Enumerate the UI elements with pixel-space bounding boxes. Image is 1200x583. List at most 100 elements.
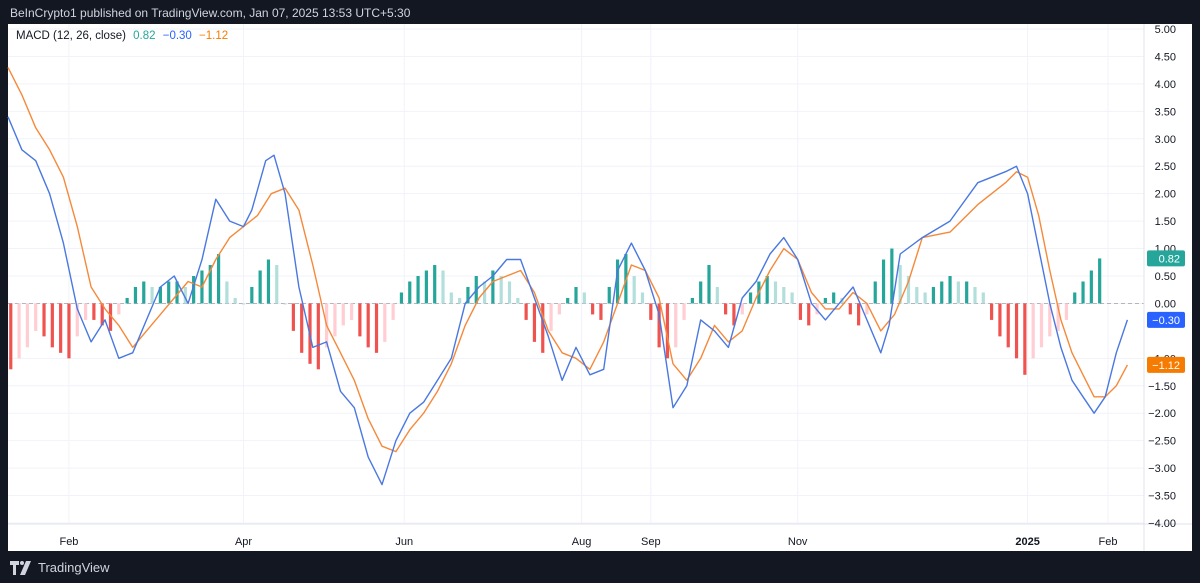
histogram-bar — [433, 265, 437, 304]
histogram-bar — [150, 286, 154, 304]
histogram-bar — [682, 303, 686, 320]
macd-value-badge: −0.30 — [1152, 315, 1180, 327]
histogram-bar — [940, 281, 944, 304]
histogram-bar — [956, 281, 960, 304]
histogram-bar — [17, 303, 21, 359]
histogram-bar — [1081, 281, 1085, 304]
histogram-bar — [549, 303, 553, 331]
histogram-bar — [9, 303, 13, 370]
histogram-bar — [790, 292, 794, 304]
histogram-bar — [333, 303, 337, 337]
histogram-bar — [225, 281, 229, 304]
histogram-bar — [42, 303, 46, 337]
histogram-bar — [715, 286, 719, 304]
histogram-bar — [1048, 303, 1052, 337]
histogram-bar — [424, 270, 428, 304]
brand-name: TradingView — [38, 560, 110, 575]
histogram-bar — [391, 303, 395, 320]
histogram-bar — [740, 303, 744, 315]
histogram-bar — [283, 303, 287, 305]
histogram-bar — [266, 259, 271, 304]
histogram-bar — [848, 303, 852, 315]
histogram-bar — [557, 303, 561, 315]
histogram-bar — [158, 286, 162, 304]
histogram-bar — [59, 303, 63, 353]
histogram-bar — [449, 292, 453, 304]
histogram-bar — [931, 286, 936, 304]
histogram-bar — [915, 286, 919, 304]
histogram-bar — [408, 281, 412, 304]
histogram-bar — [990, 303, 994, 320]
y-tick-label: −4.00 — [1148, 518, 1176, 530]
x-tick-label: Aug — [572, 536, 592, 548]
histogram-bar — [291, 303, 295, 331]
histogram-bar — [1073, 292, 1077, 304]
histogram-bar — [823, 297, 827, 304]
histogram-bar — [607, 286, 611, 304]
histogram-bar — [216, 254, 221, 304]
x-tick-label: Feb — [1098, 536, 1117, 548]
histogram-bar — [857, 303, 861, 326]
histogram-bar — [241, 303, 246, 305]
histogram-bar — [183, 286, 187, 304]
histogram-bar — [574, 286, 578, 304]
y-tick-label: 1.50 — [1155, 216, 1176, 228]
histogram-bar — [125, 297, 129, 304]
histogram-bar — [699, 281, 703, 304]
tradingview-logo-icon — [10, 560, 31, 575]
y-tick-label: −1.50 — [1148, 381, 1176, 393]
histogram-bar — [366, 303, 370, 348]
header-bar: BeInCrypto1 published on TradingView.com… — [0, 0, 1200, 24]
y-tick-label: 4.50 — [1155, 51, 1176, 63]
histogram-bar — [208, 265, 212, 304]
tradingview-logo[interactable]: TradingView — [10, 560, 110, 575]
histogram-bar — [807, 303, 811, 326]
histogram-bar — [175, 281, 179, 304]
signal-value-badge-bg — [1147, 356, 1185, 373]
histogram-bar — [732, 303, 736, 326]
y-tick-label: −3.50 — [1148, 491, 1176, 503]
histogram-bar — [865, 303, 869, 315]
histogram-bar — [341, 303, 345, 326]
histogram-bar — [117, 303, 121, 315]
x-tick-label: Jun — [395, 536, 413, 548]
histogram-bar — [1064, 303, 1069, 320]
x-tick-label: Nov — [788, 536, 808, 548]
histogram-bar — [250, 286, 254, 304]
histogram-bar — [640, 292, 645, 304]
footer-bar: TradingView — [0, 551, 1200, 583]
histogram-bar — [532, 303, 537, 342]
y-tick-label: 2.00 — [1155, 189, 1176, 201]
histogram-bar — [275, 265, 279, 304]
histogram-bar — [1014, 303, 1019, 359]
histogram-bar — [773, 281, 778, 304]
histogram-bar — [998, 303, 1002, 337]
histogram-bar — [657, 303, 661, 348]
histogram-bar — [399, 292, 404, 304]
x-tick-label: Apr — [235, 536, 252, 548]
histogram-bar — [665, 303, 670, 359]
histogram-bar — [83, 303, 88, 320]
histogram-bar — [416, 276, 420, 304]
histogram-bar — [707, 265, 711, 304]
histogram-bar — [765, 276, 769, 304]
y-tick-label: 4.00 — [1155, 79, 1176, 91]
histogram-bar — [258, 270, 262, 304]
histogram-bar — [923, 292, 927, 304]
histogram-bar — [233, 297, 237, 304]
y-tick-label: 0.50 — [1155, 271, 1176, 283]
histogram-bar — [349, 303, 354, 320]
histogram-bar — [300, 303, 304, 353]
x-tick-label: Feb — [59, 536, 78, 548]
histogram-bar — [133, 286, 138, 304]
histogram-bar — [599, 303, 603, 320]
histogram-bar — [873, 281, 877, 304]
indicator-legend[interactable]: MACD (12, 26, close) 0.82 −0.30 −1.12 — [16, 30, 232, 42]
histogram-bar — [441, 270, 445, 304]
histogram-bar — [1039, 303, 1044, 348]
histogram-bar — [499, 276, 503, 304]
histogram-bar — [92, 303, 96, 320]
histogram-bar — [34, 303, 38, 331]
macd-value-badge-bg — [1147, 311, 1185, 328]
